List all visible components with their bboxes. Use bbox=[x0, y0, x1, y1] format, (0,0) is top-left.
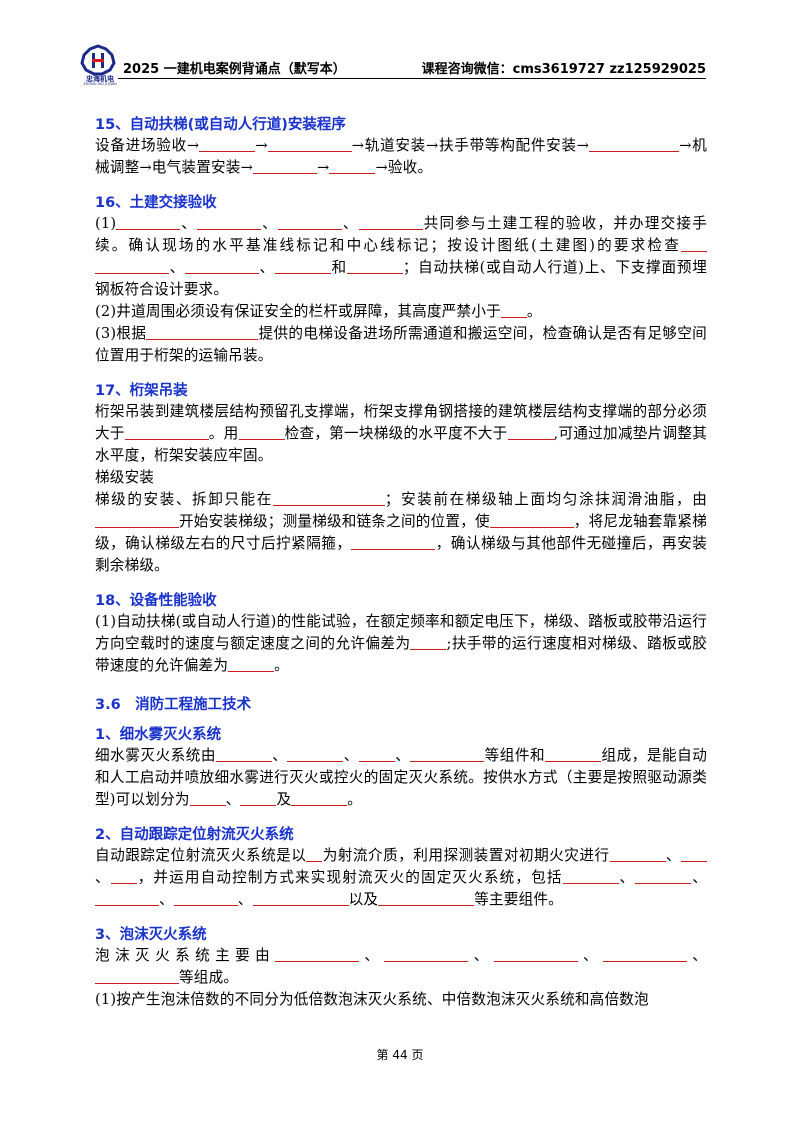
logo-subtext: ZHONG HAI JI DIAN bbox=[83, 82, 117, 86]
section-fire-1: 1、细水雾灭火系统 细水雾灭火系统由、、、等组件和 组成，是能自动和人工启动并喷放… bbox=[95, 725, 707, 811]
fill-blank[interactable] bbox=[562, 869, 619, 884]
fill-blank[interactable] bbox=[358, 215, 423, 230]
header-title: 2025 一建机电案例背诵点（默写本） bbox=[123, 62, 346, 77]
fill-blank[interactable] bbox=[274, 259, 331, 274]
fill-blank[interactable] bbox=[358, 747, 395, 762]
fill-blank[interactable] bbox=[291, 791, 348, 806]
fill-blank[interactable] bbox=[95, 513, 179, 528]
fill-blank[interactable] bbox=[95, 891, 159, 906]
paragraph: 细水雾灭火系统由、、、等组件和 组成，是能自动和人工启动并喷放细水雾进行灭火或控火… bbox=[95, 747, 707, 808]
paragraph: (3)根据 提供的电梯设备进场所需通道和搬运空间，检查确认是否有足够空间位置用于桁… bbox=[95, 325, 707, 364]
paragraph: 梯级的安装、拆卸只能在 ；安装前在梯级轴上面均匀涂抹润滑油脂，由开始安装梯级；测量… bbox=[95, 491, 707, 574]
fill-blank[interactable] bbox=[253, 159, 318, 174]
fill-blank[interactable] bbox=[110, 869, 137, 884]
fill-blank[interactable] bbox=[346, 259, 403, 274]
fill-blank[interactable] bbox=[507, 425, 554, 440]
section-title: 15、自动扶梯(或自动人行道)安装程序 bbox=[95, 117, 346, 133]
fill-blank[interactable] bbox=[603, 947, 687, 962]
fill-blank[interactable] bbox=[410, 635, 447, 650]
fill-blank[interactable] bbox=[680, 847, 707, 862]
fill-blank[interactable] bbox=[189, 791, 226, 806]
fill-blank[interactable] bbox=[240, 791, 277, 806]
subheading: 梯级安装 bbox=[95, 469, 155, 486]
fill-blank[interactable] bbox=[605, 137, 680, 152]
fill-blank[interactable] bbox=[228, 657, 275, 672]
paragraph: 自动跟踪定位射流灭火系统是以 为射流介质，利用探测装置对初期火灾进行、、 ，并运用自… bbox=[95, 847, 708, 908]
fill-blank[interactable] bbox=[681, 237, 707, 252]
fill-blank[interactable] bbox=[116, 215, 181, 230]
fill-blank[interactable] bbox=[184, 259, 259, 274]
fill-blank[interactable] bbox=[378, 891, 475, 906]
fill-blank[interactable] bbox=[306, 847, 323, 862]
fill-blank[interactable] bbox=[272, 491, 385, 506]
paragraph: (1)按产生泡沫倍数的不同分为低倍数泡沫灭火系统、中倍数泡沫灭火系统和高倍数泡 bbox=[95, 991, 649, 1008]
paragraph: (2)井道周围必须设有保证安全的栏杆或屏障，其高度严禁小于。 bbox=[95, 303, 542, 320]
header-contact: 课程咨询微信：cms3619727 zz125929025 bbox=[421, 62, 706, 77]
fill-blank[interactable] bbox=[277, 215, 342, 230]
fill-blank[interactable] bbox=[500, 303, 527, 318]
fill-blank[interactable] bbox=[384, 947, 469, 962]
section-title: 16、土建交接验收 bbox=[95, 195, 217, 211]
fill-blank[interactable] bbox=[589, 137, 606, 152]
section-title: 2、自动跟踪定位射流灭火系统 bbox=[95, 827, 294, 843]
fill-blank[interactable] bbox=[124, 425, 209, 440]
section-title: 17、桁架吊装 bbox=[95, 383, 188, 399]
fill-blank[interactable] bbox=[197, 215, 262, 230]
section-17: 17、桁架吊装 桁架吊装到建筑楼层结构预留孔支撑端，桁架支撑角钢搭接的建筑楼层结… bbox=[95, 381, 707, 577]
header-rule bbox=[118, 78, 706, 79]
section-15: 15、自动扶梯(或自动人行道)安装程序 设备进场验收→ → →轨道安装→扶手带等构配… bbox=[95, 115, 707, 179]
fill-blank[interactable] bbox=[199, 137, 256, 152]
paragraph: 桁架吊装到建筑楼层结构预留孔支撑端，桁架支撑角钢搭接的建筑楼层结构支撑端的部分必… bbox=[95, 403, 707, 464]
section-title: 1、细水雾灭火系统 bbox=[95, 727, 222, 743]
paragraph: 设备进场验收→ → →轨道安装→扶手带等构配件安装→ →机械调整→电气装置安装→ → →验… bbox=[95, 137, 707, 176]
fill-blank[interactable] bbox=[545, 747, 602, 762]
paragraph: (1)、、、共同参与土建工程的验收，并办理交接手续。确认现场的水平基准线标记和中… bbox=[95, 215, 708, 298]
fill-blank[interactable] bbox=[329, 159, 376, 174]
section-fire-2: 2、自动跟踪定位射流灭火系统 自动跟踪定位射流灭火系统是以 为射流介质，利用探测装… bbox=[95, 825, 707, 911]
fill-blank[interactable] bbox=[493, 947, 578, 962]
paragraph: (1)自动扶梯(或自动人行道)的性能试验，在额定频率和额定电压下，梯级、踏板或胶… bbox=[95, 613, 707, 674]
fill-blank[interactable] bbox=[173, 891, 238, 906]
fill-blank[interactable] bbox=[238, 425, 285, 440]
paragraph: 泡沫灭火系统主要由、、、、等组成。 bbox=[95, 947, 708, 986]
fill-blank[interactable] bbox=[95, 969, 179, 984]
fill-blank[interactable] bbox=[635, 869, 692, 884]
fill-blank[interactable] bbox=[146, 325, 259, 340]
page-content: 15、自动扶梯(或自动人行道)安装程序 设备进场验收→ → →轨道安装→扶手带等构配… bbox=[95, 115, 707, 1025]
section-fire-3: 3、泡沫灭火系统 泡沫灭火系统主要由、、、、等组成。 (1)按产生泡沫倍数的不同… bbox=[95, 925, 707, 1011]
section-18: 18、设备性能验收 (1)自动扶梯(或自动人行道)的性能试验，在额定频率和额定电… bbox=[95, 591, 707, 677]
fill-blank[interactable] bbox=[609, 847, 666, 862]
page-header: 忠海机电 ZHONG HAI JI DIAN 2025 一建机电案例背诵点（默写… bbox=[78, 44, 706, 86]
section-title: 18、设备性能验收 bbox=[95, 593, 217, 609]
company-logo bbox=[78, 44, 118, 82]
section-title: 3、泡沫灭火系统 bbox=[95, 927, 207, 943]
fill-blank[interactable] bbox=[215, 747, 272, 762]
fill-blank[interactable] bbox=[252, 891, 349, 906]
page-number: 第 44 页 bbox=[376, 1048, 424, 1062]
fill-blank[interactable] bbox=[351, 535, 436, 550]
chapter-title: 3.6 消防工程施工技术 bbox=[95, 697, 252, 713]
fill-blank[interactable] bbox=[410, 747, 485, 762]
fill-blank[interactable] bbox=[267, 137, 352, 152]
section-16: 16、土建交接验收 (1)、、、共同参与土建工程的验收，并办理交接手续。确认现场… bbox=[95, 193, 707, 367]
logo-text: 忠海机电 bbox=[86, 75, 114, 83]
fill-blank[interactable] bbox=[275, 947, 360, 962]
fill-blank[interactable] bbox=[489, 513, 574, 528]
fill-blank[interactable] bbox=[95, 259, 169, 274]
fill-blank[interactable] bbox=[287, 747, 344, 762]
